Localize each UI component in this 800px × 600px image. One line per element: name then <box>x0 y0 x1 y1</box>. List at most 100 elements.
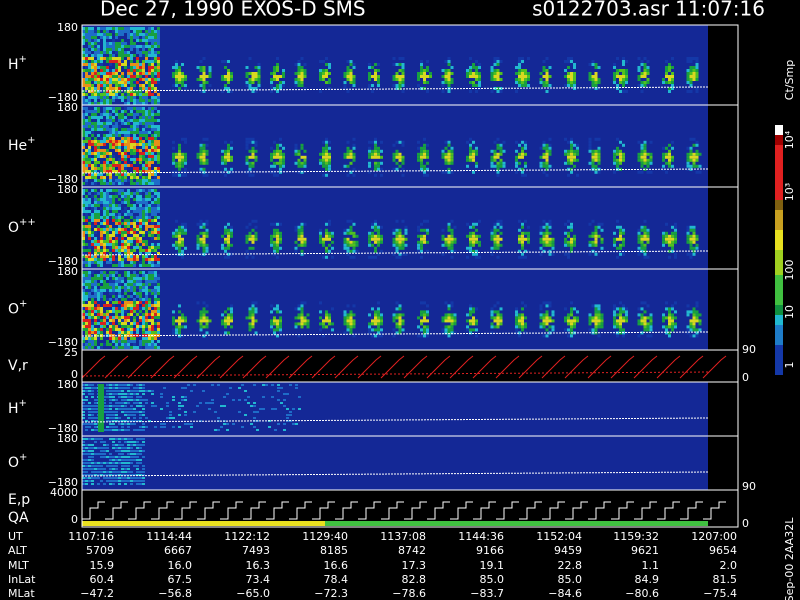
spectrogram-cell <box>202 161 206 165</box>
spectrogram-cell <box>328 152 331 156</box>
spectrogram-cell <box>671 81 674 84</box>
spectrogram-cell <box>151 45 154 48</box>
spectrogram-cell <box>88 319 91 322</box>
spectrogram-cell <box>148 216 151 219</box>
spectrogram-cell <box>97 304 100 307</box>
spectrogram-cell <box>674 301 677 305</box>
spectrogram-cell <box>371 152 374 156</box>
spectrogram-cell <box>178 149 181 153</box>
spectrogram-cell <box>662 78 665 81</box>
spectrogram-cell <box>112 90 115 93</box>
spectrogram-cell <box>145 292 148 295</box>
spectrogram-cell <box>124 90 127 93</box>
spectrogram-cell <box>441 234 445 238</box>
spectrogram-cell <box>496 90 500 93</box>
spectrogram-cell <box>444 81 448 84</box>
spectrogram-cell <box>100 93 103 96</box>
spectrogram-cell <box>594 234 598 238</box>
spectrogram-cell <box>637 75 641 78</box>
spectrogram-cell <box>450 243 454 247</box>
spectrogram-cell <box>279 316 282 320</box>
spectrogram-cell <box>300 319 304 323</box>
spectrogram-cell <box>127 307 130 310</box>
spectrogram-cell <box>545 158 549 162</box>
spectrogram-cell <box>85 84 88 87</box>
spectrogram-cell <box>121 393 124 395</box>
spectrogram-cell <box>139 66 142 69</box>
spectrogram-cell <box>106 207 109 210</box>
spectrogram-cell <box>567 219 570 223</box>
spectrogram-cell <box>499 161 503 165</box>
spectrogram-cell <box>496 310 500 314</box>
spectrogram-cell <box>447 307 451 311</box>
spectrogram-cell <box>91 261 94 264</box>
spectrogram-cell <box>322 164 325 168</box>
spectrogram-cell <box>106 158 109 161</box>
spectrogram-cell <box>545 90 549 93</box>
spectrogram-cell <box>257 84 261 87</box>
spectrogram-cell <box>154 189 157 192</box>
spectrogram-cell <box>689 319 693 323</box>
spectrogram-cell <box>545 167 549 171</box>
spectrogram-cell <box>103 289 106 292</box>
spectrogram-cell <box>154 219 157 222</box>
spectrogram-cell <box>118 173 121 176</box>
spectrogram-cell <box>297 334 301 338</box>
spectrogram-cell <box>85 48 88 51</box>
spectrogram-cell <box>145 243 148 246</box>
spectrogram-cell <box>112 110 115 113</box>
spectrogram-cell <box>692 334 696 338</box>
spectrogram-cell <box>420 255 423 259</box>
spectrogram-cell <box>328 81 331 84</box>
spectrogram-cell <box>695 155 699 159</box>
spectrogram-cell <box>109 405 112 407</box>
spectrogram-cell <box>251 316 255 320</box>
spectrogram-cell <box>493 158 497 162</box>
spectrogram-cell <box>127 255 130 258</box>
spectrogram-cell <box>401 246 405 250</box>
spectrogram-cell <box>103 30 106 33</box>
spectrogram-cell <box>121 286 124 289</box>
spectrogram-cell <box>368 237 371 241</box>
spectrogram-cell <box>472 252 475 256</box>
spectrogram-cell <box>82 201 85 204</box>
spectrogram-cell <box>199 328 203 332</box>
spectrogram-cell <box>245 84 249 87</box>
spectrogram-cell <box>100 280 103 283</box>
spectrogram-cell <box>103 240 106 243</box>
spectrogram-cell <box>417 228 420 232</box>
spectrogram-cell <box>649 322 653 326</box>
spectrogram-cell <box>82 93 85 96</box>
spectrogram-cell <box>368 84 371 87</box>
spectrogram-cell <box>106 414 109 416</box>
spectrogram-cell <box>469 319 472 323</box>
spectrogram-cell <box>570 301 573 305</box>
spectrogram-cell <box>154 125 157 128</box>
spectrogram-cell <box>85 63 88 66</box>
spectrogram-cell <box>640 84 644 87</box>
spectrogram-cell <box>175 319 178 323</box>
spectrogram-cell <box>325 167 328 171</box>
spectrogram-cell <box>142 170 145 173</box>
spectrogram-cell <box>417 155 420 159</box>
spectrogram-cell <box>133 280 136 283</box>
spectrogram-cell <box>142 99 145 102</box>
spectrogram-cell <box>622 243 625 247</box>
spectrogram-cell <box>254 331 258 335</box>
spectrogram-cell <box>450 155 454 159</box>
spectrogram-cell <box>136 189 139 192</box>
spectrogram-cell <box>398 57 402 60</box>
spectrogram-cell <box>600 237 604 241</box>
spectrogram-cell <box>115 295 118 298</box>
spectrogram-cell <box>671 325 674 329</box>
spectrogram-cell <box>112 213 115 216</box>
spectrogram-cell <box>112 75 115 78</box>
spectrogram-cell <box>248 140 252 144</box>
spectrogram-cell <box>91 131 94 134</box>
spectrogram-cell <box>139 137 142 140</box>
spectrogram-cell <box>136 57 139 60</box>
spectrogram-cell <box>692 75 696 78</box>
spectrogram-cell <box>148 207 151 210</box>
spectrogram-cell <box>127 155 130 158</box>
spectrogram-cell <box>85 170 88 173</box>
